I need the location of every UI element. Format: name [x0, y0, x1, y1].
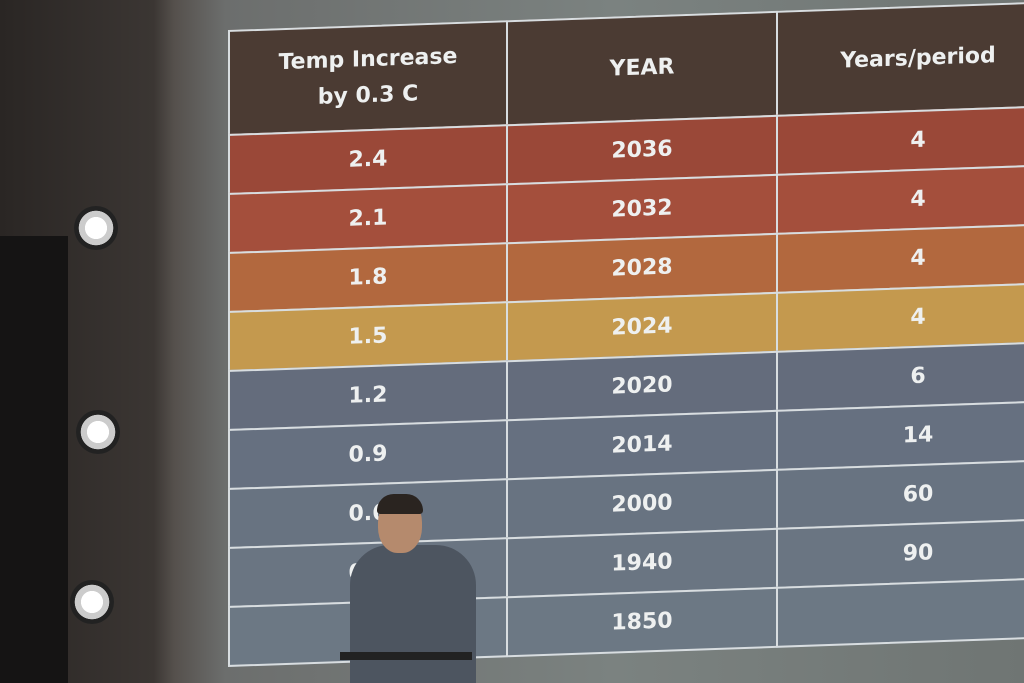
projected-table: Temp Increase by 0.3 C YEAR Years/period 2.4… — [228, 0, 1024, 670]
cell-text: 6 — [910, 363, 926, 389]
cell-text: Temp Increase — [278, 43, 458, 76]
cell-text: 2000 — [611, 489, 673, 518]
cell-text: by 0.3 C — [317, 81, 419, 110]
cell-text: 2.4 — [348, 145, 388, 173]
table-cell: 4 — [776, 104, 1024, 176]
cell-text: 4 — [910, 304, 926, 330]
speaker-body — [350, 545, 476, 683]
table-cell: 4 — [776, 222, 1024, 294]
cell-text: 4 — [910, 127, 926, 153]
cell-text: 90 — [902, 539, 934, 566]
cell-text: 2.1 — [348, 204, 388, 232]
cell-text: Years/period — [840, 43, 996, 74]
header-cell: Years/period — [776, 0, 1024, 117]
table-cell: 4 — [776, 281, 1024, 353]
cell-text: 1850 — [611, 607, 673, 636]
cell-text: 1.5 — [348, 322, 388, 350]
table-cell: 90 — [776, 517, 1024, 589]
header-cell: Temp Increase by 0.3 C — [228, 20, 508, 137]
light-truss — [0, 236, 68, 683]
cell-text: 14 — [902, 421, 934, 448]
table-cell: 4 — [776, 163, 1024, 235]
cell-text: 1940 — [611, 548, 673, 577]
speaker-hair — [377, 494, 423, 514]
header-cell: YEAR — [506, 10, 778, 127]
cell-text: 2024 — [611, 312, 673, 341]
cell-text: 2020 — [611, 371, 673, 400]
stage-light — [70, 580, 114, 624]
table-cell: 6 — [776, 340, 1024, 412]
cell-text: 0.9 — [348, 440, 388, 468]
cell-text: 4 — [910, 245, 926, 271]
cell-text: 2028 — [611, 253, 673, 282]
cell-text: 2036 — [611, 135, 673, 164]
cell-text: 2014 — [611, 430, 673, 459]
stage-light — [74, 206, 118, 250]
cell-text: 4 — [910, 186, 926, 212]
cell-text: 1.8 — [348, 263, 388, 291]
table-cell: 14 — [776, 399, 1024, 471]
cell-text: 60 — [902, 480, 934, 507]
cell-text: 1.2 — [348, 381, 388, 409]
cell-text: 2032 — [611, 194, 673, 223]
stage-light — [76, 410, 120, 454]
table-cell: 1850 — [506, 586, 778, 658]
table-cell: 60 — [776, 458, 1024, 530]
cell-text: YEAR — [609, 54, 675, 82]
podium — [340, 652, 472, 660]
table-cell — [776, 576, 1024, 648]
